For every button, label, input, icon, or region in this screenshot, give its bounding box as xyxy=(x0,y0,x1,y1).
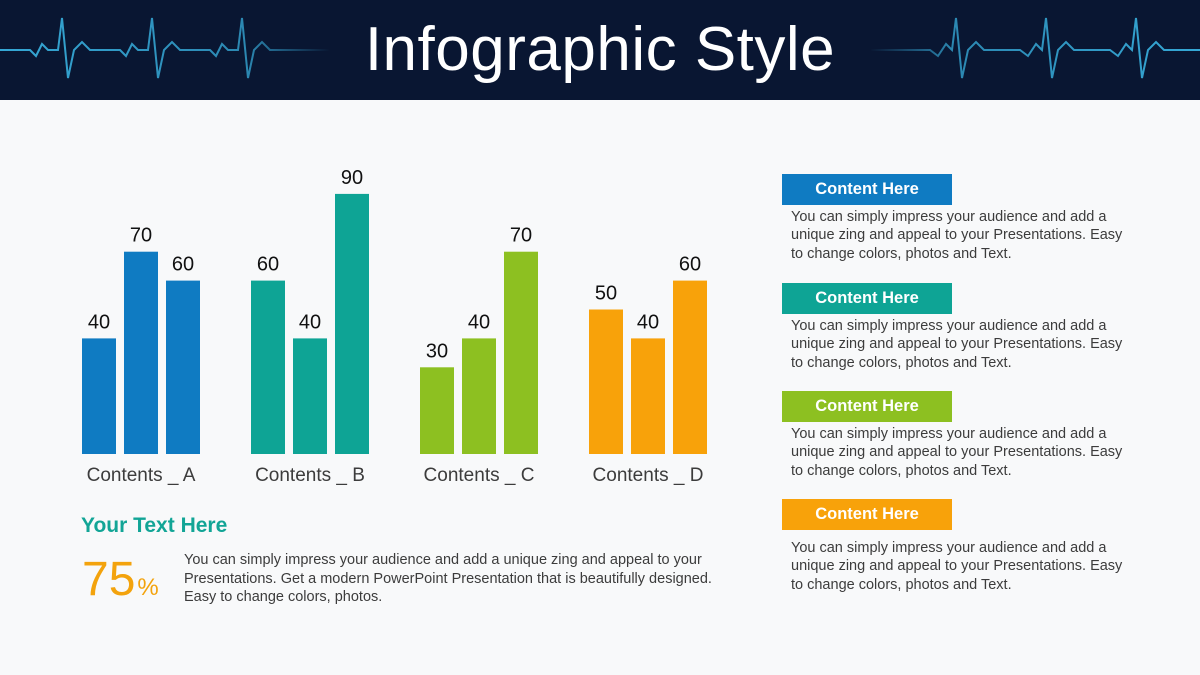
content-tag-3: Content Here xyxy=(782,391,952,422)
bar-4-1 xyxy=(589,309,623,454)
content-tag-2: Content Here xyxy=(782,283,952,314)
content-tag-4: Content Here xyxy=(782,499,952,530)
content-text-2: You can simply impress your audience and… xyxy=(791,318,1123,371)
data-label-1-1: 40 xyxy=(88,311,110,333)
bar-3-3 xyxy=(504,251,538,454)
data-label-2-3: 90 xyxy=(341,167,363,189)
data-label-2-2: 40 xyxy=(299,311,321,333)
content-text-3: You can simply impress your audience and… xyxy=(791,426,1123,479)
data-label-3-3: 70 xyxy=(510,225,532,247)
summary-percent-unit: % xyxy=(137,574,159,601)
category-label-2: Contents _ B xyxy=(255,465,365,486)
bar-1-2 xyxy=(124,251,158,454)
summary-percent: 75% xyxy=(82,552,159,616)
content-text-4: You can simply impress your audience and… xyxy=(791,540,1123,593)
data-label-3-2: 40 xyxy=(468,311,490,333)
bar-4-3 xyxy=(673,280,707,454)
bar-3-2 xyxy=(462,338,496,454)
summary-body: You can simply impress your audience and… xyxy=(184,552,712,605)
heartbeat-line-right-icon xyxy=(870,17,1200,79)
category-label-3: Contents _ C xyxy=(424,465,535,486)
data-label-4-2: 40 xyxy=(637,311,659,333)
heartbeat-line-left-icon xyxy=(0,17,330,79)
grouped-bar-chart: 40 70 60 Contents _ A 60 40 90 Contents _ B 30 40… xyxy=(82,167,707,486)
category-label-4: Contents _ D xyxy=(593,465,704,486)
data-label-1-3: 60 xyxy=(172,254,194,276)
bar-2-1 xyxy=(251,280,285,454)
header-banner: Infographic Style xyxy=(0,0,1200,100)
data-label-2-1: 60 xyxy=(257,254,279,276)
content-tag-1: Content Here xyxy=(782,174,952,205)
bar-2-2 xyxy=(293,338,327,454)
bar-3-1 xyxy=(420,367,454,454)
bar-1-1 xyxy=(82,338,116,454)
page-title: Infographic Style xyxy=(364,15,836,84)
data-label-4-1: 50 xyxy=(595,283,617,305)
summary-heading: Your Text Here xyxy=(81,514,228,537)
data-label-3-1: 30 xyxy=(426,340,448,362)
data-label-4-3: 60 xyxy=(679,254,701,276)
bar-4-2 xyxy=(631,338,665,454)
bar-1-3 xyxy=(166,280,200,454)
data-label-1-2: 70 xyxy=(130,225,152,247)
content-text-1: You can simply impress your audience and… xyxy=(791,209,1123,262)
summary-percent-value: 75 xyxy=(82,553,136,606)
bar-2-3 xyxy=(335,193,369,454)
category-label-1: Contents _ A xyxy=(87,465,196,486)
